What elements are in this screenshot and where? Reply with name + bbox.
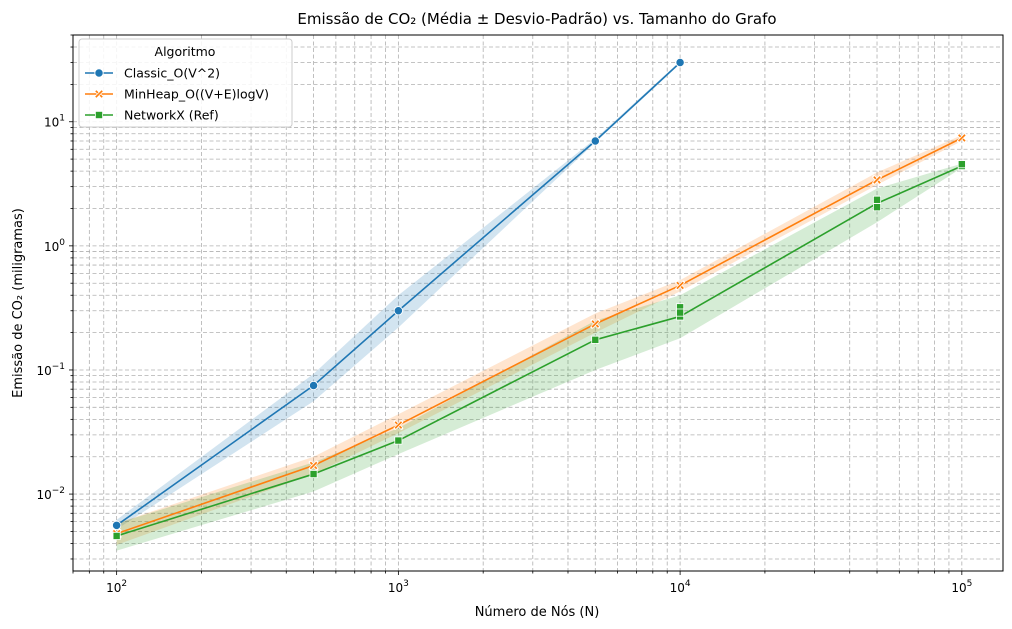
data-point <box>308 460 319 471</box>
legend-entry: NetworkX (Ref) <box>85 108 219 123</box>
axis-ticks: 102 103 104 105 10−2 10−1 100 101 <box>36 34 972 595</box>
grid-layer <box>72 34 1003 571</box>
y-tick-label: 10−2 <box>36 486 65 502</box>
data-point <box>111 520 122 530</box>
data-point <box>590 136 600 146</box>
plot-frame <box>72 34 1004 572</box>
legend-marker <box>94 68 104 78</box>
confidence-band-0 <box>116 61 681 530</box>
confidence-band-1 <box>116 135 962 545</box>
legend-label: MinHeap_O((V+E)logV) <box>124 87 269 102</box>
y-tick-label: 10−1 <box>36 362 65 378</box>
data-point <box>872 175 882 185</box>
y-axis-label: Emissão de CO₂ (miligramas) <box>11 208 26 398</box>
data-point <box>675 280 685 291</box>
data-point <box>393 420 404 430</box>
confidence-band-2 <box>116 163 962 551</box>
legend-entry: MinHeap_O((V+E)logV) <box>85 87 269 102</box>
marker-stroke <box>394 421 403 429</box>
legend-title: Algoritmo <box>155 44 216 59</box>
marker-stroke <box>873 176 881 184</box>
legend-label: NetworkX (Ref) <box>124 108 219 123</box>
y-tick-label: 100 <box>44 238 65 254</box>
data-point <box>675 57 685 68</box>
legend-box <box>78 38 293 128</box>
data-point <box>676 308 685 317</box>
data-point <box>591 335 600 344</box>
marker-stroke <box>309 461 318 470</box>
chart-title: Emissão de CO₂ (Média ± Desvio-Padrão) v… <box>297 10 776 28</box>
x-tick-label: 104 <box>670 579 691 595</box>
legend-marker <box>95 111 104 120</box>
data-point <box>393 306 404 316</box>
legend: Algoritmo Classic_O(V^2) MinHeap_O((V+E)l… <box>78 38 293 128</box>
data-point <box>873 195 882 204</box>
data-point <box>394 436 403 445</box>
legend-label: Classic_O(V^2) <box>124 66 220 81</box>
x-tick-label: 102 <box>106 579 127 595</box>
legend-entries: Classic_O(V^2) MinHeap_O((V+E)logV) Networ… <box>85 66 269 123</box>
data-point <box>957 133 967 143</box>
data-point <box>873 203 882 212</box>
data-point <box>957 160 966 169</box>
marker-stroke <box>591 320 600 328</box>
series-markers <box>111 57 967 540</box>
data-point <box>309 470 318 479</box>
marker-stroke <box>676 281 684 290</box>
data-point <box>308 380 319 391</box>
marker-stroke <box>958 134 966 142</box>
confidence-bands <box>116 61 962 551</box>
x-tick-label: 103 <box>388 579 409 595</box>
data-point <box>590 319 601 329</box>
legend-marker <box>94 89 104 99</box>
y-tick-label: 101 <box>44 114 65 130</box>
x-tick-label: 105 <box>951 579 972 595</box>
legend-entry: Classic_O(V^2) <box>85 66 220 81</box>
series-line-0 <box>116 61 681 526</box>
marker-stroke <box>95 90 103 98</box>
x-axis-label: Número de Nós (N) <box>475 605 600 620</box>
data-point <box>112 531 121 540</box>
